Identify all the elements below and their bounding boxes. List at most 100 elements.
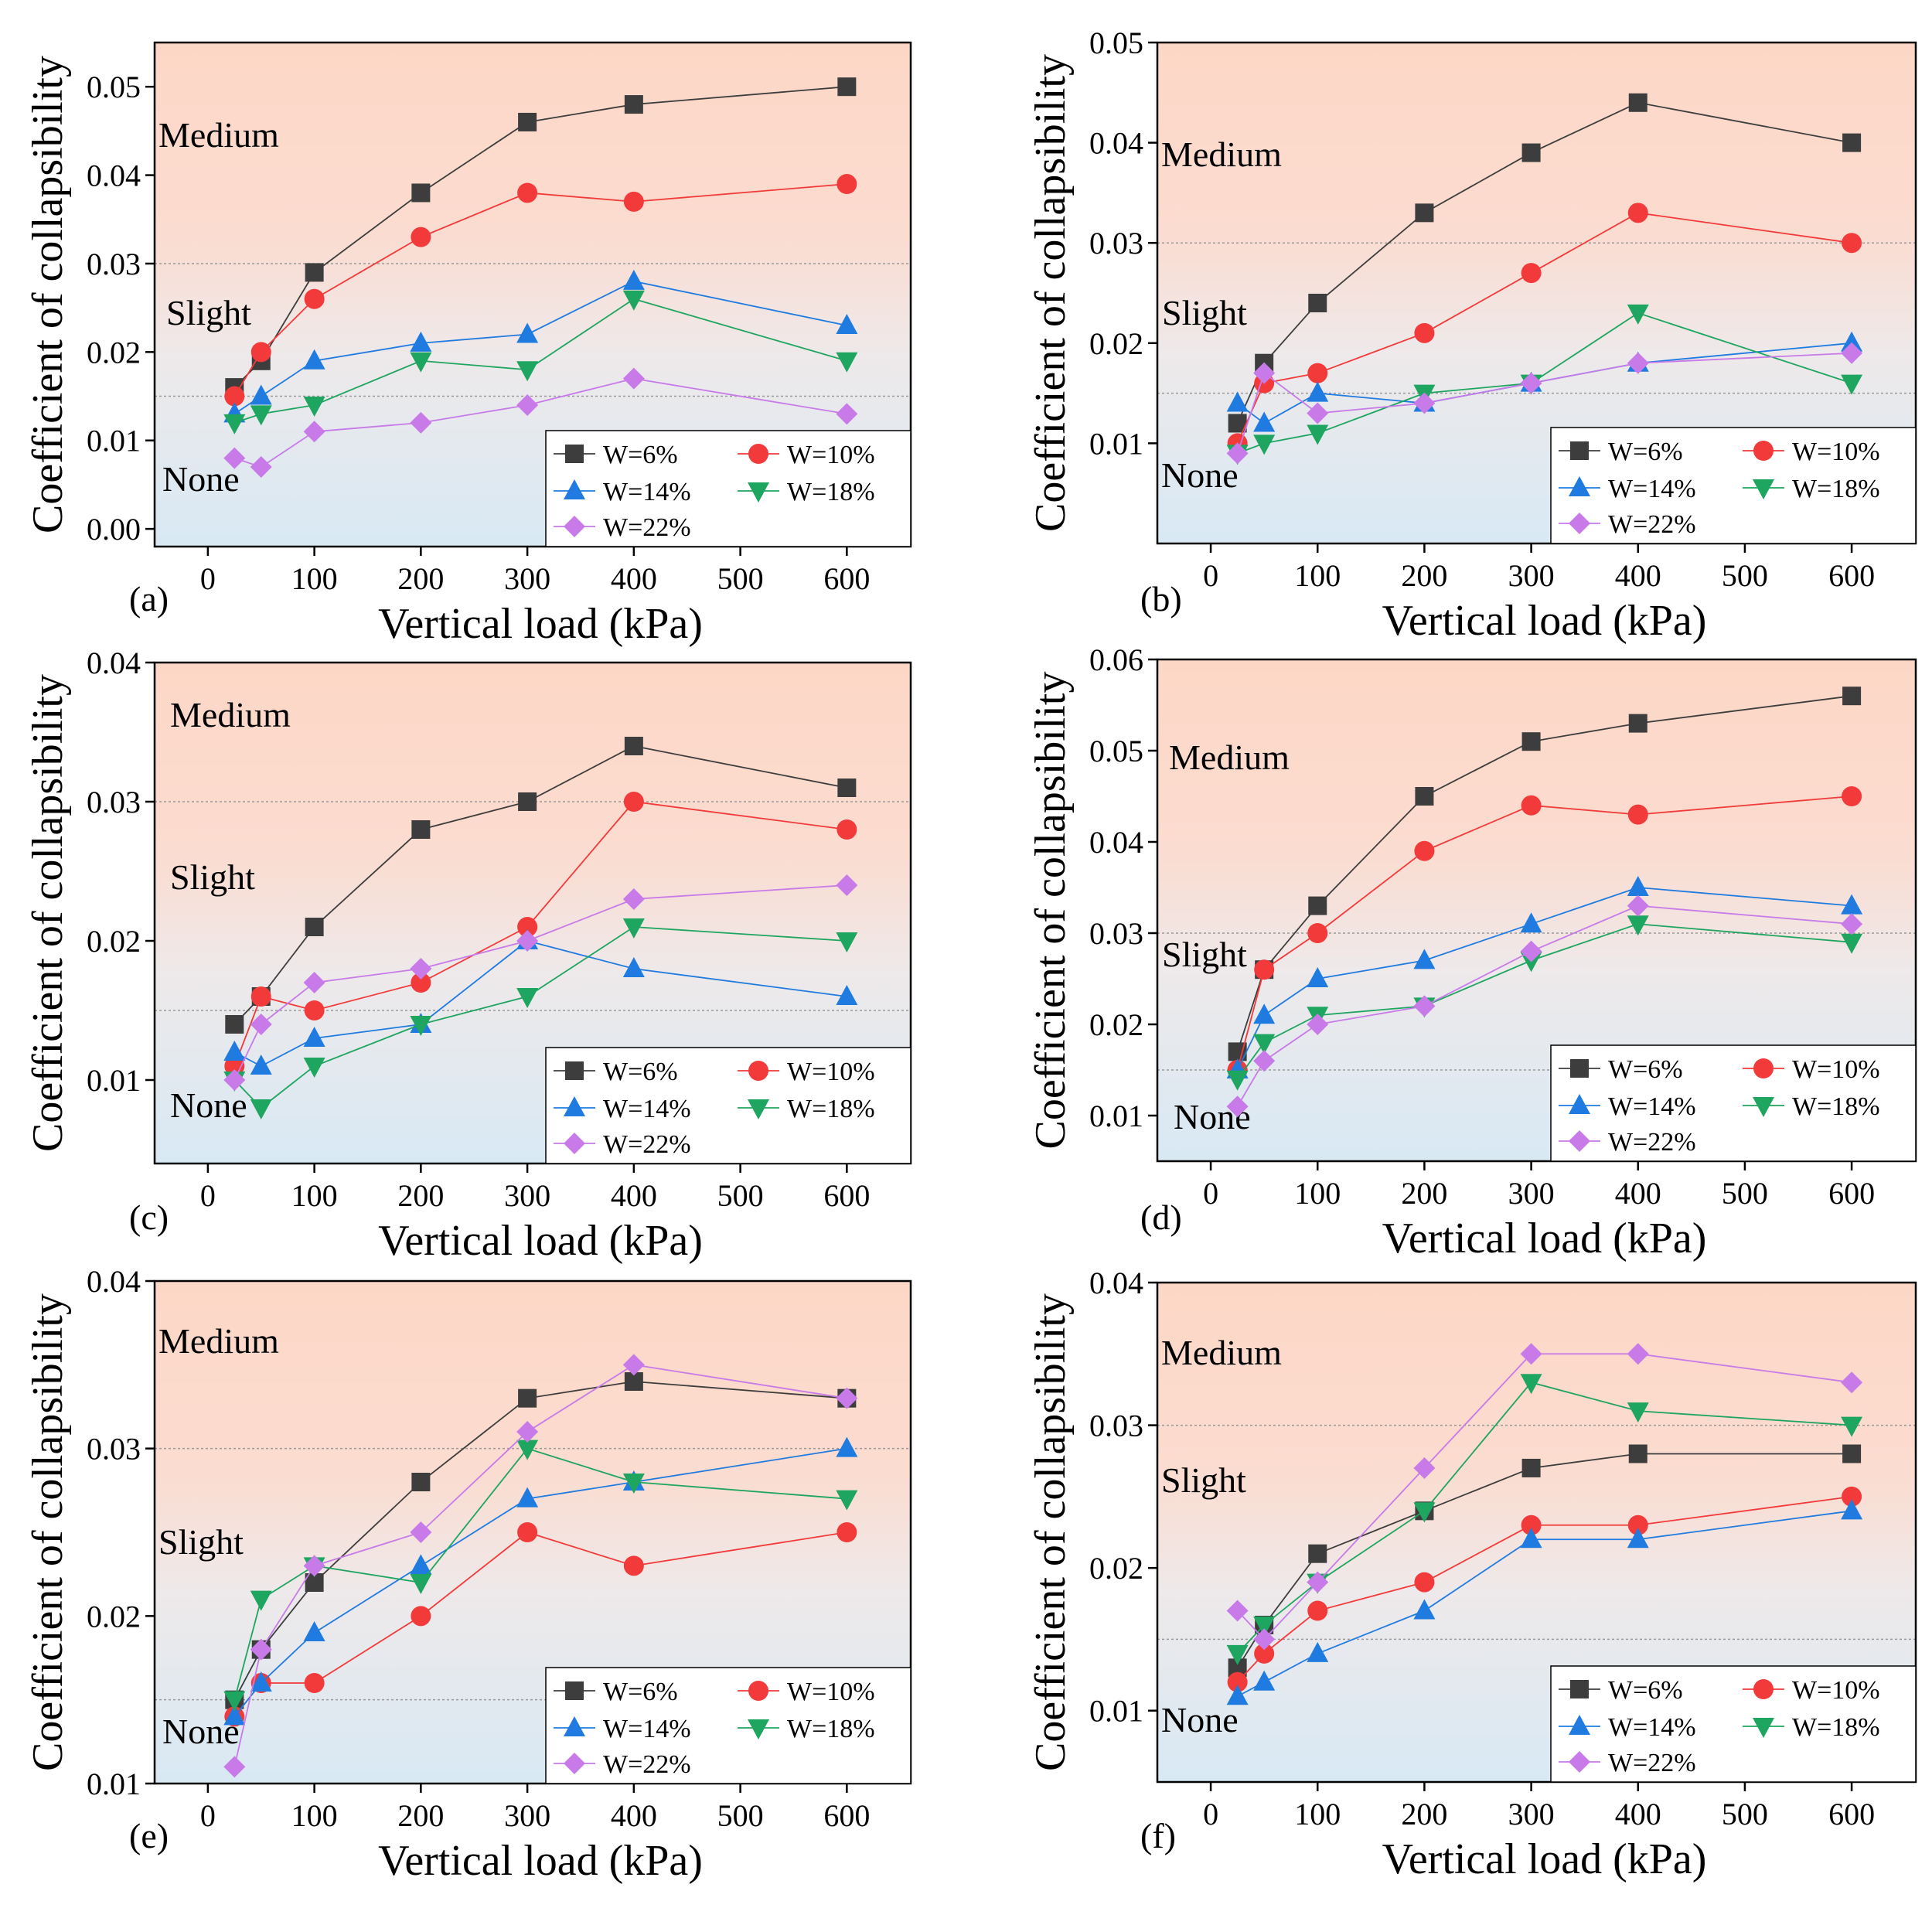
chart-panel-6: Medium Slight None 0 100 200 300 400 500 600 0.01 0… [1027, 1266, 1917, 1883]
y-tick-label: 0.04 [87, 646, 141, 680]
x-tick-label: 200 [1401, 1176, 1447, 1211]
x-tick-label: 600 [823, 1178, 870, 1213]
data-point [836, 352, 858, 373]
data-point [516, 930, 539, 952]
zone-label-none: None [1161, 1700, 1239, 1739]
data-point [1307, 402, 1329, 424]
legend-label: W=10% [787, 1678, 875, 1706]
legend-marker [564, 1753, 585, 1774]
legend-marker [564, 1133, 585, 1154]
data-point [410, 1574, 432, 1594]
data-point [837, 174, 857, 195]
data-point [1414, 322, 1435, 343]
legend-marker [1569, 513, 1590, 534]
legend-marker [748, 1061, 768, 1081]
x-tick-label: 600 [823, 1798, 870, 1833]
data-point [250, 342, 271, 363]
zone-label-slight: Slight [1161, 1460, 1246, 1500]
zone-label-medium: Medium [158, 1321, 279, 1361]
data-point [1226, 1600, 1249, 1622]
data-point [1307, 923, 1328, 943]
y-tick-label: 0.01 [87, 424, 141, 458]
data-point [1841, 1371, 1863, 1394]
x-tick-label: 500 [717, 561, 764, 596]
y-tick-label: 0.02 [1089, 1007, 1143, 1042]
x-tick-label: 500 [1722, 558, 1768, 593]
y-axis-title: Coefficient of collapsibility [1027, 54, 1075, 532]
data-point [411, 1473, 431, 1491]
legend-label: W=18% [787, 478, 875, 506]
legend-marker [565, 445, 584, 463]
legend-label: W=6% [1608, 1676, 1683, 1705]
legend-label: W=18% [1792, 475, 1880, 503]
data-point [303, 1058, 325, 1078]
data-point [622, 1474, 645, 1494]
data-point [223, 1756, 246, 1778]
axes-frame [1156, 1281, 1917, 1784]
data-point [1520, 372, 1542, 394]
data-point [1520, 940, 1542, 963]
data-point [837, 819, 857, 840]
y-tick-label: 0.01 [1089, 1099, 1143, 1133]
legend-marker [1753, 1718, 1774, 1738]
y-tick-label: 0.03 [1089, 1409, 1143, 1443]
data-point [516, 361, 539, 382]
x-tick-label: 0 [200, 1178, 216, 1213]
data-point [517, 182, 538, 203]
data-point [1253, 362, 1276, 384]
legend-label: W=22% [603, 1750, 691, 1779]
y-tick-label: 0.04 [1089, 126, 1143, 161]
legend-marker [564, 1716, 585, 1736]
data-point [410, 1016, 432, 1036]
data-point [1521, 1514, 1542, 1535]
data-point [517, 1522, 538, 1542]
data-point [1413, 1502, 1436, 1523]
panel-letter: (e) [129, 1816, 169, 1855]
legend-label: W=14% [1608, 1713, 1696, 1742]
data-point [1413, 392, 1436, 414]
y-tick-label: 0.02 [1089, 326, 1143, 361]
legend-label: W=10% [1792, 1676, 1880, 1705]
legend-box [545, 1047, 911, 1164]
data-point [250, 384, 272, 405]
data-point [1253, 1628, 1276, 1651]
legend-marker [748, 482, 769, 503]
x-tick-label: 100 [1294, 1176, 1341, 1211]
data-point [836, 932, 858, 952]
data-point [623, 792, 644, 812]
legend-marker [1569, 1130, 1590, 1152]
data-point [622, 269, 645, 290]
x-tick-label: 300 [1508, 558, 1555, 593]
legend-marker [1570, 441, 1589, 460]
legend-marker [1753, 1679, 1774, 1699]
data-point [410, 958, 432, 980]
data-point [624, 737, 643, 755]
legend-marker [1569, 1094, 1590, 1114]
legend-label: W=10% [787, 1058, 875, 1086]
panel-letter: (d) [1140, 1198, 1182, 1237]
data-point [1415, 787, 1434, 806]
data-point [1628, 1444, 1647, 1463]
data-point [518, 1388, 537, 1408]
x-tick-label: 200 [1401, 1797, 1447, 1831]
zone-label-none: None [1161, 455, 1239, 495]
data-point [516, 394, 539, 416]
x-tick-label: 0 [1203, 558, 1218, 593]
data-point [303, 1555, 325, 1577]
data-point [1520, 912, 1542, 933]
data-point [1226, 1095, 1249, 1118]
data-point [1253, 1616, 1276, 1637]
legend-label: W=6% [1608, 438, 1683, 466]
data-point [250, 1014, 272, 1035]
data-point [517, 917, 538, 937]
legend-label: W=18% [1792, 1713, 1880, 1742]
x-tick-label: 0 [200, 561, 216, 596]
data-point [223, 1069, 246, 1091]
zone-label-none: None [162, 459, 240, 499]
data-point [250, 1099, 272, 1119]
x-tick-label: 300 [1508, 1797, 1555, 1831]
data-point [224, 1056, 245, 1076]
zone-label-medium: Medium [1161, 1333, 1282, 1372]
data-point [223, 1691, 246, 1712]
x-tick-label: 500 [1722, 1797, 1768, 1831]
